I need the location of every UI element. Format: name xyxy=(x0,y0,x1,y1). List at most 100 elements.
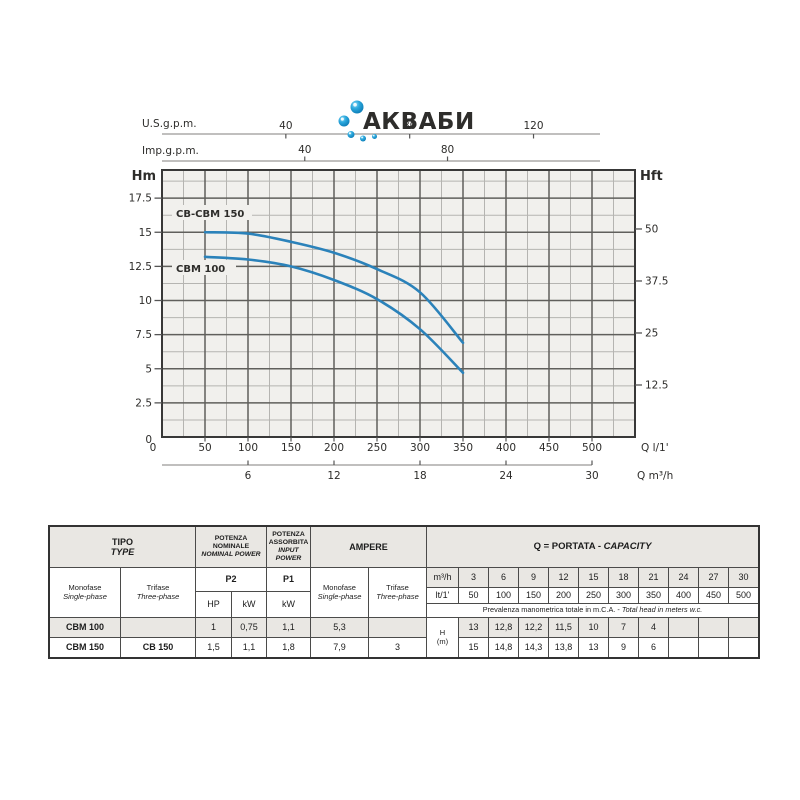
ampere-single-phase-label: Single-phase xyxy=(317,591,362,601)
subheader-m3h: m³/h xyxy=(427,568,458,587)
q-lmin-tick-label: 350 xyxy=(453,442,473,454)
trifase-label: Trifase xyxy=(146,583,170,593)
head-value-cell xyxy=(699,618,728,637)
q-m3h-tick-label: 18 xyxy=(413,470,426,482)
bubble-icon xyxy=(338,115,350,127)
flow-lt-cell: 250 xyxy=(579,588,608,603)
subheader-hp: HP xyxy=(196,592,231,617)
model-cell: CBM 100 xyxy=(50,618,120,637)
left-axis-hm: Hm 17.5 15 12.5 10 7.5 5 2.5 0 xyxy=(129,169,162,446)
amp-tri-cell: 3 xyxy=(369,638,426,657)
imp-gpm-axis-label: Imp.g.p.m. xyxy=(142,145,199,157)
header-potenza-nominale-en: NOMINAL POWER xyxy=(201,550,261,558)
plot-border xyxy=(161,169,636,438)
flow-lt-cell: 400 xyxy=(669,588,698,603)
curve-label-box xyxy=(172,260,236,275)
q-lmin-tick-label: 100 xyxy=(238,442,258,454)
flow-m3h-cell: 6 xyxy=(489,568,518,587)
hm-tick-label: 2.5 xyxy=(135,397,152,409)
head-value-cell: 9 xyxy=(609,638,638,657)
q-m3h-tick-label: 24 xyxy=(499,470,513,482)
flow-m3h-cell: 15 xyxy=(579,568,608,587)
head-value-cell: 14,3 xyxy=(519,638,548,657)
bubble-highlight xyxy=(340,117,344,121)
hm-tick-label: 0 xyxy=(145,434,152,446)
q-lmin-tick-label: 300 xyxy=(410,442,430,454)
m-unit-label: (m) xyxy=(436,636,449,646)
pump-data-table: TIPO TYPE POTENZA NOMINALE NOMINAL POWER… xyxy=(48,525,760,659)
flow-m3h-cell: 12 xyxy=(549,568,578,587)
us-gpm-tick-label: 120 xyxy=(523,120,543,132)
amp-tri-cell xyxy=(369,618,426,637)
head-value-cell: 7 xyxy=(609,618,638,637)
flow-lt-cell: 50 xyxy=(459,588,488,603)
hm-axis-label: Hm xyxy=(132,169,156,184)
curve-cbm-100 xyxy=(203,255,465,375)
q-m3h-tick-label: 12 xyxy=(327,470,340,482)
curve-label: CBM 100 xyxy=(176,264,225,275)
subheader-p1-kw: kW xyxy=(267,592,310,617)
imp-gpm-axis: Imp.g.p.m. 40 80 xyxy=(142,144,600,162)
ampere-three-phase-label: Three-phase xyxy=(376,591,419,601)
q-lmin-tick-label: 400 xyxy=(496,442,516,454)
q-lmin-tick-label: 50 xyxy=(198,442,211,454)
header-potenza-nominale-it: POTENZA NOMINALE xyxy=(212,535,250,551)
q-lmin-tick-label: 0 xyxy=(150,442,157,454)
p1-kw-cell: 1,1 xyxy=(267,618,310,637)
amp-mono-cell: 7,9 xyxy=(311,638,368,657)
subheader-prevalenza: Prevalenza manometrica totale in m.C.A. … xyxy=(427,604,758,617)
hm-tick-label: 10 xyxy=(139,295,152,307)
header-tipo-it: TIPO xyxy=(111,536,133,547)
header-portata: Q = PORTATA - CAPACITY xyxy=(427,527,758,567)
hm-tick-label: 5 xyxy=(145,363,152,375)
head-value-cell: 15 xyxy=(459,638,488,657)
head-value-cell: 12,8 xyxy=(489,618,518,637)
hft-axis-label: Hft xyxy=(640,169,663,184)
header-portata-en: CAPACITY xyxy=(603,541,652,553)
model-tri-cell xyxy=(121,618,195,637)
amp-mono-cell: 5,3 xyxy=(311,618,368,637)
subheader-lt: lt/1' xyxy=(427,588,458,603)
flow-m3h-cell: 27 xyxy=(699,568,728,587)
head-value-cell: 13 xyxy=(459,618,488,637)
flow-m3h-cell: 18 xyxy=(609,568,638,587)
header-portata-it: Q = PORTATA - xyxy=(533,541,602,553)
flow-m3h-cell: 3 xyxy=(459,568,488,587)
q-lmin-tick-label: 250 xyxy=(367,442,387,454)
head-value-cell: 6 xyxy=(639,638,668,657)
hm-tick-label: 7.5 xyxy=(135,329,152,341)
q-lmin-axis: 0 50 100 150 200 250 300 350 400 450 500 Q l/1' xyxy=(150,437,669,454)
prevalenza-it: Prevalenza manometrica totale in m.C.A. … xyxy=(482,605,620,615)
head-value-cell: 11,5 xyxy=(549,618,578,637)
hm-tick-label: 12.5 xyxy=(129,261,152,273)
us-gpm-tick-label: 40 xyxy=(279,120,292,132)
hft-tick-label: 50 xyxy=(645,223,658,235)
header-potenza-assorbita: POTENZA ASSORBITA INPUT POWER xyxy=(267,527,310,567)
q-m3h-axis: 6 12 18 24 30 Q m³/h xyxy=(162,460,673,482)
flow-lt-cell: 300 xyxy=(609,588,638,603)
head-value-cell: 12,2 xyxy=(519,618,548,637)
curve-cb-cbm-150 xyxy=(203,230,465,345)
grid-major xyxy=(162,170,635,437)
head-value-cell xyxy=(729,618,758,637)
q-lmin-tick-label: 500 xyxy=(582,442,602,454)
hp-cell: 1,5 xyxy=(196,638,231,657)
subheader-p2: P2 xyxy=(196,568,266,591)
head-value-cell: 10 xyxy=(579,618,608,637)
hft-tick-label: 25 xyxy=(645,327,658,339)
watermark-text: АКВАБИ xyxy=(363,109,475,135)
subheader-p1: P1 xyxy=(267,568,310,591)
flow-m3h-cell: 9 xyxy=(519,568,548,587)
head-value-cell xyxy=(729,638,758,657)
flow-lt-cell: 200 xyxy=(549,588,578,603)
curve-label: CB-CBM 150 xyxy=(176,209,244,220)
flow-lt-cell: 150 xyxy=(519,588,548,603)
kw-cell: 0,75 xyxy=(232,618,266,637)
bubble-icon xyxy=(350,100,364,114)
subheader-trifase: Trifase Three-phase xyxy=(121,568,195,617)
q-m3h-tick-label: 30 xyxy=(585,470,598,482)
hp-cell: 1 xyxy=(196,618,231,637)
bubble-highlight xyxy=(348,132,351,135)
